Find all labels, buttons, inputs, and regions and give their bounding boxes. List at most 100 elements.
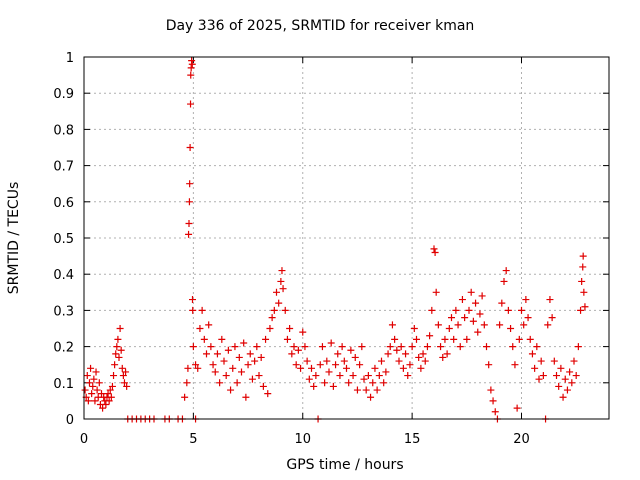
data-point	[244, 361, 252, 369]
x-axis-label: GPS time / hours	[286, 457, 404, 473]
data-point	[181, 393, 189, 401]
data-point	[443, 350, 451, 358]
y-tick-label: 0.1	[53, 377, 74, 392]
data-point	[528, 350, 536, 358]
data-point	[349, 372, 357, 380]
data-point	[186, 144, 194, 151]
data-point	[356, 361, 364, 369]
data-point	[192, 361, 200, 369]
data-point	[233, 379, 241, 387]
data-point	[213, 350, 221, 358]
x-tick-label: 15	[404, 432, 421, 447]
data-point	[465, 306, 473, 314]
data-point	[297, 364, 305, 372]
data-point	[203, 350, 210, 358]
data-point	[211, 368, 219, 376]
data-point	[112, 350, 120, 358]
ticks: 00.10.20.30.40.50.60.70.80.910 5 10 15 20	[53, 51, 609, 447]
data-point	[110, 372, 118, 380]
data-point	[419, 350, 427, 358]
data-point	[119, 372, 127, 380]
data-point	[489, 397, 497, 405]
data-point	[89, 382, 97, 390]
data-point	[120, 379, 128, 387]
data-point	[480, 321, 488, 329]
data-point	[469, 317, 477, 325]
data-point	[292, 361, 300, 369]
data-point	[273, 288, 280, 296]
y-tick-label: 0.6	[53, 196, 74, 211]
data-point	[566, 368, 574, 376]
data-point	[367, 393, 375, 401]
data-point	[375, 372, 383, 380]
data-point	[353, 386, 361, 394]
data-point	[410, 325, 418, 332]
data-point	[535, 375, 543, 383]
y-tick-label: 0.8	[53, 123, 74, 138]
y-tick-label: 0.2	[53, 341, 74, 356]
data-point	[456, 343, 464, 351]
data-point	[511, 361, 519, 369]
chart-title: Day 336 of 2025, SRMTID for receiver kma…	[165, 18, 475, 34]
data-point	[305, 375, 313, 383]
data-point	[533, 343, 541, 351]
data-point	[509, 343, 517, 351]
data-point	[259, 382, 267, 390]
data-point	[476, 310, 484, 318]
data-point	[187, 71, 195, 79]
data-point	[318, 343, 326, 351]
data-point	[408, 343, 416, 351]
data-point	[393, 346, 401, 354]
data-point	[111, 361, 119, 369]
data-point	[242, 393, 250, 401]
data-points	[81, 57, 589, 423]
data-point	[253, 343, 261, 351]
data-point	[450, 335, 458, 343]
data-point	[91, 397, 99, 405]
data-point	[87, 364, 95, 372]
data-point	[399, 364, 407, 372]
data-point	[406, 361, 414, 369]
data-point	[362, 386, 370, 394]
data-point	[343, 364, 350, 372]
data-point	[116, 325, 124, 332]
data-point	[467, 288, 475, 296]
data-point	[360, 375, 368, 383]
data-point	[474, 328, 482, 336]
data-point	[369, 379, 377, 387]
data-point	[222, 372, 230, 380]
data-point	[507, 325, 515, 332]
data-point	[84, 397, 92, 405]
data-point	[262, 335, 270, 343]
data-point	[581, 303, 589, 311]
data-point	[461, 314, 469, 322]
data-point	[316, 361, 324, 369]
data-point	[231, 343, 239, 351]
data-point	[294, 346, 302, 354]
data-point	[388, 321, 396, 329]
data-point	[257, 353, 265, 361]
data-point	[117, 346, 125, 354]
data-point	[216, 379, 224, 387]
data-point	[563, 386, 571, 394]
data-point	[518, 306, 525, 314]
data-point	[288, 350, 296, 358]
data-point	[246, 350, 254, 358]
data-point	[522, 296, 530, 304]
data-point	[251, 357, 259, 365]
data-point	[188, 57, 196, 65]
data-point	[301, 343, 309, 351]
data-point	[364, 372, 372, 380]
grid	[84, 57, 609, 419]
data-point	[264, 390, 272, 398]
data-point	[189, 306, 197, 314]
data-point	[454, 321, 462, 329]
data-point	[325, 368, 333, 376]
data-point	[417, 364, 425, 372]
data-point	[104, 390, 112, 398]
data-point	[432, 288, 440, 296]
data-point	[275, 299, 283, 307]
data-point	[426, 332, 434, 340]
data-point	[463, 335, 471, 343]
data-point	[487, 386, 495, 394]
